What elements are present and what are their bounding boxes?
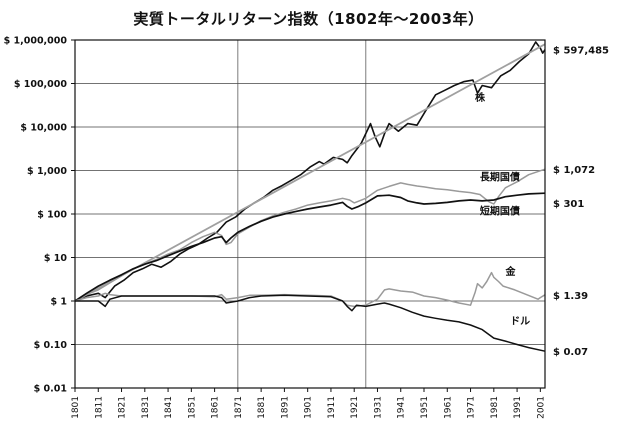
x-tick-label: 1851 xyxy=(187,396,197,419)
y-tick-label: $ 100 xyxy=(37,210,67,221)
y-tick-label: $ 0.01 xyxy=(34,384,67,395)
series-end-value: $ 1,072 xyxy=(553,165,595,176)
x-tick-label: 1981 xyxy=(490,396,500,419)
x-tick-label: 1891 xyxy=(280,396,290,419)
x-tick-label: 1811 xyxy=(94,396,104,419)
x-tick-label: 2001 xyxy=(536,396,546,419)
x-tick-label: 1971 xyxy=(467,396,477,419)
y-tick-label: $ 1 xyxy=(50,297,67,308)
y-tick-label: $ 0.10 xyxy=(34,340,68,351)
x-tick-label: 1921 xyxy=(350,396,360,419)
series-name-label: 株 xyxy=(475,91,486,104)
x-tick-label: 1901 xyxy=(304,396,314,419)
y-tick-label: $ 10,000 xyxy=(20,123,67,134)
x-tick-label: 1821 xyxy=(118,396,128,419)
series-line-2 xyxy=(74,168,546,302)
series-end-value: $ 301 xyxy=(553,199,584,210)
x-tick-label: 1961 xyxy=(443,396,453,419)
series-end-value: $ 1.39 xyxy=(553,291,588,302)
series-end-value: $ 597,485 xyxy=(553,46,609,57)
series-labels: $ 597,485 株 $ 1,072 長期国債 $ 301 短期国債 $ 1.39 金 $ 0… xyxy=(475,46,609,359)
series-name-label: 金 xyxy=(504,265,516,278)
y-tick-label: $ 1,000 xyxy=(27,166,67,177)
y-tick-label: $ 100,000 xyxy=(14,79,68,90)
x-tick-label: 1931 xyxy=(373,396,383,419)
chart-title: 実質トータルリターン指数（1802年～2003年） xyxy=(133,10,484,28)
x-tick-label: 1991 xyxy=(513,396,523,419)
series-end-value: $ 0.07 xyxy=(553,347,588,358)
x-axis: 1801 1811 1821 1831 1841 1851 1861 1871 1881 1891… xyxy=(71,388,546,419)
y-tick-label: $ 1,000,000 xyxy=(4,36,68,47)
series-line-3 xyxy=(74,192,546,302)
series-line-5 xyxy=(75,294,546,352)
x-tick-label: 1831 xyxy=(141,396,151,419)
series-line-1 xyxy=(74,43,546,302)
x-tick-label: 1911 xyxy=(327,396,337,419)
y-tick-label: $ 10 xyxy=(44,253,68,264)
series-name-label: 短期国債 xyxy=(480,205,520,218)
x-tick-label: 1951 xyxy=(420,396,430,419)
x-tick-label: 1871 xyxy=(234,396,244,419)
x-tick-label: 1801 xyxy=(71,396,81,419)
x-tick-label: 1841 xyxy=(164,396,174,419)
series-layer xyxy=(74,41,546,352)
series-name-label: 長期国債 xyxy=(480,171,520,184)
series-line-0 xyxy=(74,41,546,302)
series-name-label: ドル xyxy=(510,315,530,327)
x-tick-label: 1861 xyxy=(211,396,221,419)
x-tick-label: 1881 xyxy=(257,396,267,419)
x-tick-label: 1941 xyxy=(397,396,407,419)
y-axis: $ 1,000,000 $ 100,000 $ 10,000 $ 1,000 $ 100… xyxy=(4,36,75,395)
